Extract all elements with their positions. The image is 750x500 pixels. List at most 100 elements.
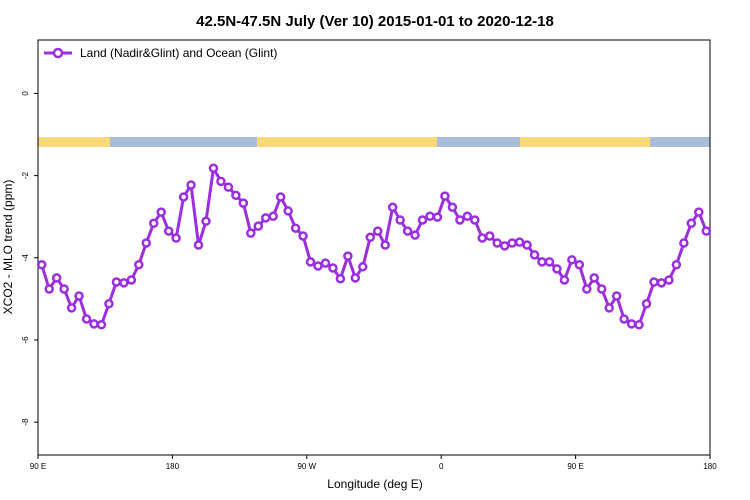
data-point [313,261,323,271]
land-band [520,137,650,147]
data-point [358,262,368,272]
data-point [552,264,562,274]
y-tick-label: -2 [21,171,30,179]
data-point [328,263,338,273]
data-point [59,284,69,294]
data-point [380,240,390,250]
data-point [81,314,92,324]
data-point [417,215,428,225]
data-point [119,278,129,288]
data-point [634,319,644,330]
data-point [231,190,241,201]
data-point [664,275,674,285]
data-point [395,215,405,225]
data-point [694,207,704,217]
data-point [477,233,488,243]
data-point [66,303,77,313]
data-point [440,191,450,201]
data-point [365,232,376,242]
legend-label: Land (Nadir&Glint) and Ocean (Glint) [80,46,277,60]
data-point [163,226,174,236]
data-point [126,275,137,285]
data-point [320,258,331,268]
data-point [470,215,480,225]
data-point [350,273,361,283]
data-point [186,180,196,190]
ocean-band [650,137,710,147]
data-point [507,238,517,248]
data-point [305,257,316,267]
data-point [596,284,607,294]
data-point [656,278,667,288]
data-point [582,284,592,294]
data-point [544,257,555,267]
data-point [96,319,107,330]
x-axis-label: Longitude (deg E) [327,477,422,491]
data-point [372,226,383,236]
x-tick-label: 180 [703,462,717,471]
data-point [484,231,495,241]
data-point [679,238,689,248]
data-point [216,176,226,187]
data-point [171,233,181,243]
data-point [499,241,510,251]
data-point [238,198,249,208]
series-line [40,163,708,327]
data-point [567,255,577,265]
x-tick-label: 90 E [30,462,46,471]
land-band [38,137,110,147]
data-point [387,202,398,212]
chart-title: 42.5N-47.5N July (Ver 10) 2015-01-01 to … [196,13,554,30]
data-point [604,303,614,313]
data-point [447,202,458,212]
data-point [51,273,62,283]
y-axis-label: XCO2 - MLO trend (ppm) [1,180,15,315]
data-point [455,215,465,225]
data-point [686,218,697,229]
y-tick-label: -4 [21,254,30,262]
data-point [178,192,189,202]
data-point [701,226,712,236]
data-point [283,206,293,216]
data-point [141,238,152,248]
data-point [641,299,652,309]
data-point [343,251,353,261]
data-point [193,240,204,250]
data-point [36,260,47,270]
land-ocean-strip [38,137,710,147]
data-point [462,211,473,222]
x-tick-label: 90 E [567,462,583,471]
data-point [111,277,122,287]
data-point [649,277,659,287]
plot-frame [37,39,711,456]
data-point [298,231,308,241]
data-point [559,275,570,285]
data-point [626,319,637,329]
data-point [104,299,114,309]
data-point [44,284,54,294]
x-tick-label: 90 W [297,462,316,471]
ocean-band [437,137,520,147]
data-point [148,218,159,229]
data-point [402,226,413,236]
data-point [223,182,234,192]
land-band [257,137,437,147]
data-point [201,216,211,226]
data-point [492,238,502,248]
data-point [432,212,443,222]
data-point [74,291,84,301]
data-point [134,260,144,270]
data-point [522,240,532,250]
data-point [514,237,525,247]
data-point [574,260,585,270]
data-point [611,291,622,301]
data-point [208,163,219,173]
data-point [275,192,286,202]
data-point [671,260,682,270]
data-point [253,221,264,231]
data-point [335,273,346,284]
data-point [529,250,540,260]
data-point [425,211,435,222]
x-tick-label: 180 [166,462,180,471]
y-tick-label: -8 [21,418,30,426]
